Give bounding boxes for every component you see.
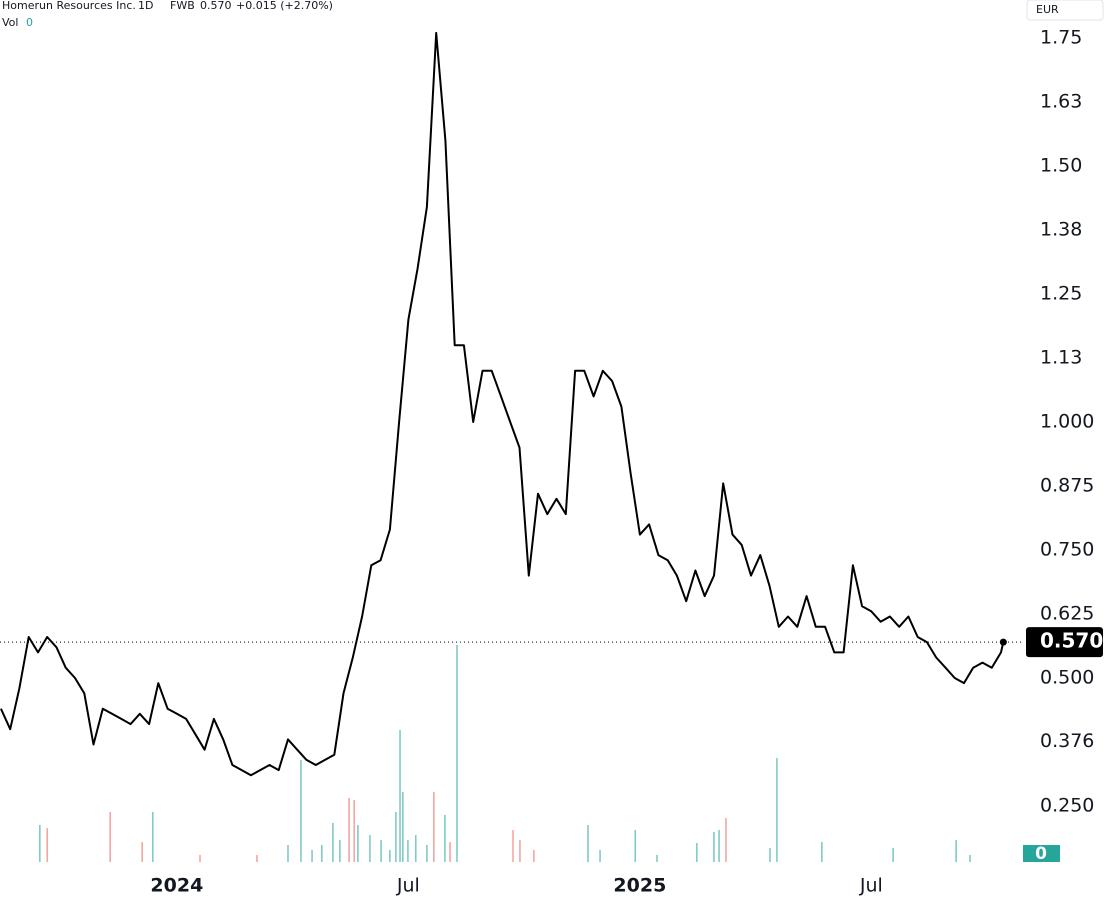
price-line bbox=[0, 31, 1005, 777]
interval: 1D bbox=[138, 0, 153, 12]
volume-bar bbox=[46, 828, 49, 862]
volume-bar bbox=[339, 840, 341, 862]
volume-bar bbox=[348, 798, 350, 862]
volume-bar bbox=[369, 835, 371, 862]
price-change: +0.015 (+2.70%) bbox=[236, 0, 333, 12]
volume-bar bbox=[300, 760, 302, 862]
volume-bar bbox=[151, 812, 154, 862]
volume-bar bbox=[311, 850, 313, 862]
volume-bar bbox=[449, 842, 451, 862]
volume-bar bbox=[512, 830, 514, 862]
symbol-name: Homerun Resources Inc. bbox=[2, 0, 136, 12]
volume-bar bbox=[433, 792, 435, 862]
volume-bar bbox=[407, 840, 409, 862]
volume-bar bbox=[141, 842, 143, 862]
y-tick-label: 1.13 bbox=[1040, 346, 1082, 368]
volume-bar bbox=[456, 645, 458, 862]
y-tick-label: 0.625 bbox=[1040, 602, 1094, 624]
volume-bar bbox=[718, 830, 720, 862]
y-tick-label: 0.750 bbox=[1040, 538, 1094, 560]
volume-bar bbox=[256, 855, 258, 862]
currency-box[interactable] bbox=[1026, 0, 1104, 21]
volume-bar bbox=[725, 818, 727, 862]
y-tick-label: 0.875 bbox=[1040, 474, 1094, 496]
volume-bar bbox=[599, 850, 601, 862]
last-price-badge bbox=[1026, 627, 1103, 658]
volume-bar bbox=[696, 843, 698, 862]
volume-bar bbox=[713, 832, 715, 862]
volume-bar bbox=[395, 812, 397, 862]
currency[interactable]: EUR bbox=[1036, 3, 1059, 16]
volume-bar bbox=[444, 815, 446, 862]
last-point bbox=[999, 638, 1007, 646]
y-tick-label: 1.63 bbox=[1040, 90, 1082, 112]
y-tick-label: 1.38 bbox=[1040, 218, 1082, 240]
volume-bar bbox=[519, 840, 521, 862]
volume-bar bbox=[380, 840, 382, 862]
volume-bar bbox=[353, 800, 355, 862]
volume-bar bbox=[587, 825, 589, 862]
last-price-label: 0.570 bbox=[1040, 629, 1103, 653]
volume-bar bbox=[769, 848, 771, 862]
volume-bar bbox=[656, 855, 658, 862]
volume-bar bbox=[332, 823, 334, 862]
x-tick-label: 2024 bbox=[150, 875, 203, 897]
y-tick-label: 0.250 bbox=[1040, 794, 1094, 816]
exchange: FWB bbox=[170, 0, 195, 12]
volume-bar bbox=[389, 850, 391, 862]
volume-bar bbox=[776, 758, 778, 862]
x-tick-label: Jul bbox=[396, 875, 420, 897]
y-tick-label: 0.376 bbox=[1040, 730, 1094, 752]
volume-bar bbox=[39, 825, 41, 862]
volume-bar bbox=[969, 855, 971, 862]
volume-bar bbox=[821, 842, 823, 862]
volume-bar bbox=[892, 848, 894, 862]
volume-bar bbox=[320, 845, 323, 862]
volume-label: Vol bbox=[2, 16, 18, 29]
volume-bar bbox=[399, 730, 401, 862]
x-tick-label: Jul bbox=[859, 875, 883, 897]
volume-value: 0 bbox=[26, 16, 33, 29]
y-tick-label: 1.75 bbox=[1040, 26, 1082, 48]
volume-bar bbox=[109, 812, 111, 862]
last-price: 0.570 bbox=[200, 0, 232, 12]
volume-bar bbox=[287, 845, 289, 862]
x-tick-label: 2025 bbox=[613, 875, 666, 897]
y-tick-label: 1.000 bbox=[1040, 410, 1094, 432]
y-tick-label: 1.25 bbox=[1040, 282, 1082, 304]
volume-bar bbox=[414, 835, 417, 862]
volume-bar bbox=[426, 845, 428, 862]
volume-axis-box bbox=[1023, 845, 1060, 862]
y-tick-label: 1.50 bbox=[1040, 154, 1082, 176]
volume-bar bbox=[357, 825, 359, 862]
volume-bar bbox=[533, 850, 535, 862]
y-tick-label: 0.500 bbox=[1040, 666, 1094, 688]
volume-bar bbox=[955, 840, 957, 862]
volume-bar bbox=[634, 830, 637, 862]
volume-axis-label: 0 bbox=[1035, 844, 1047, 864]
volume-bar bbox=[199, 855, 201, 862]
volume-bar bbox=[402, 792, 404, 862]
